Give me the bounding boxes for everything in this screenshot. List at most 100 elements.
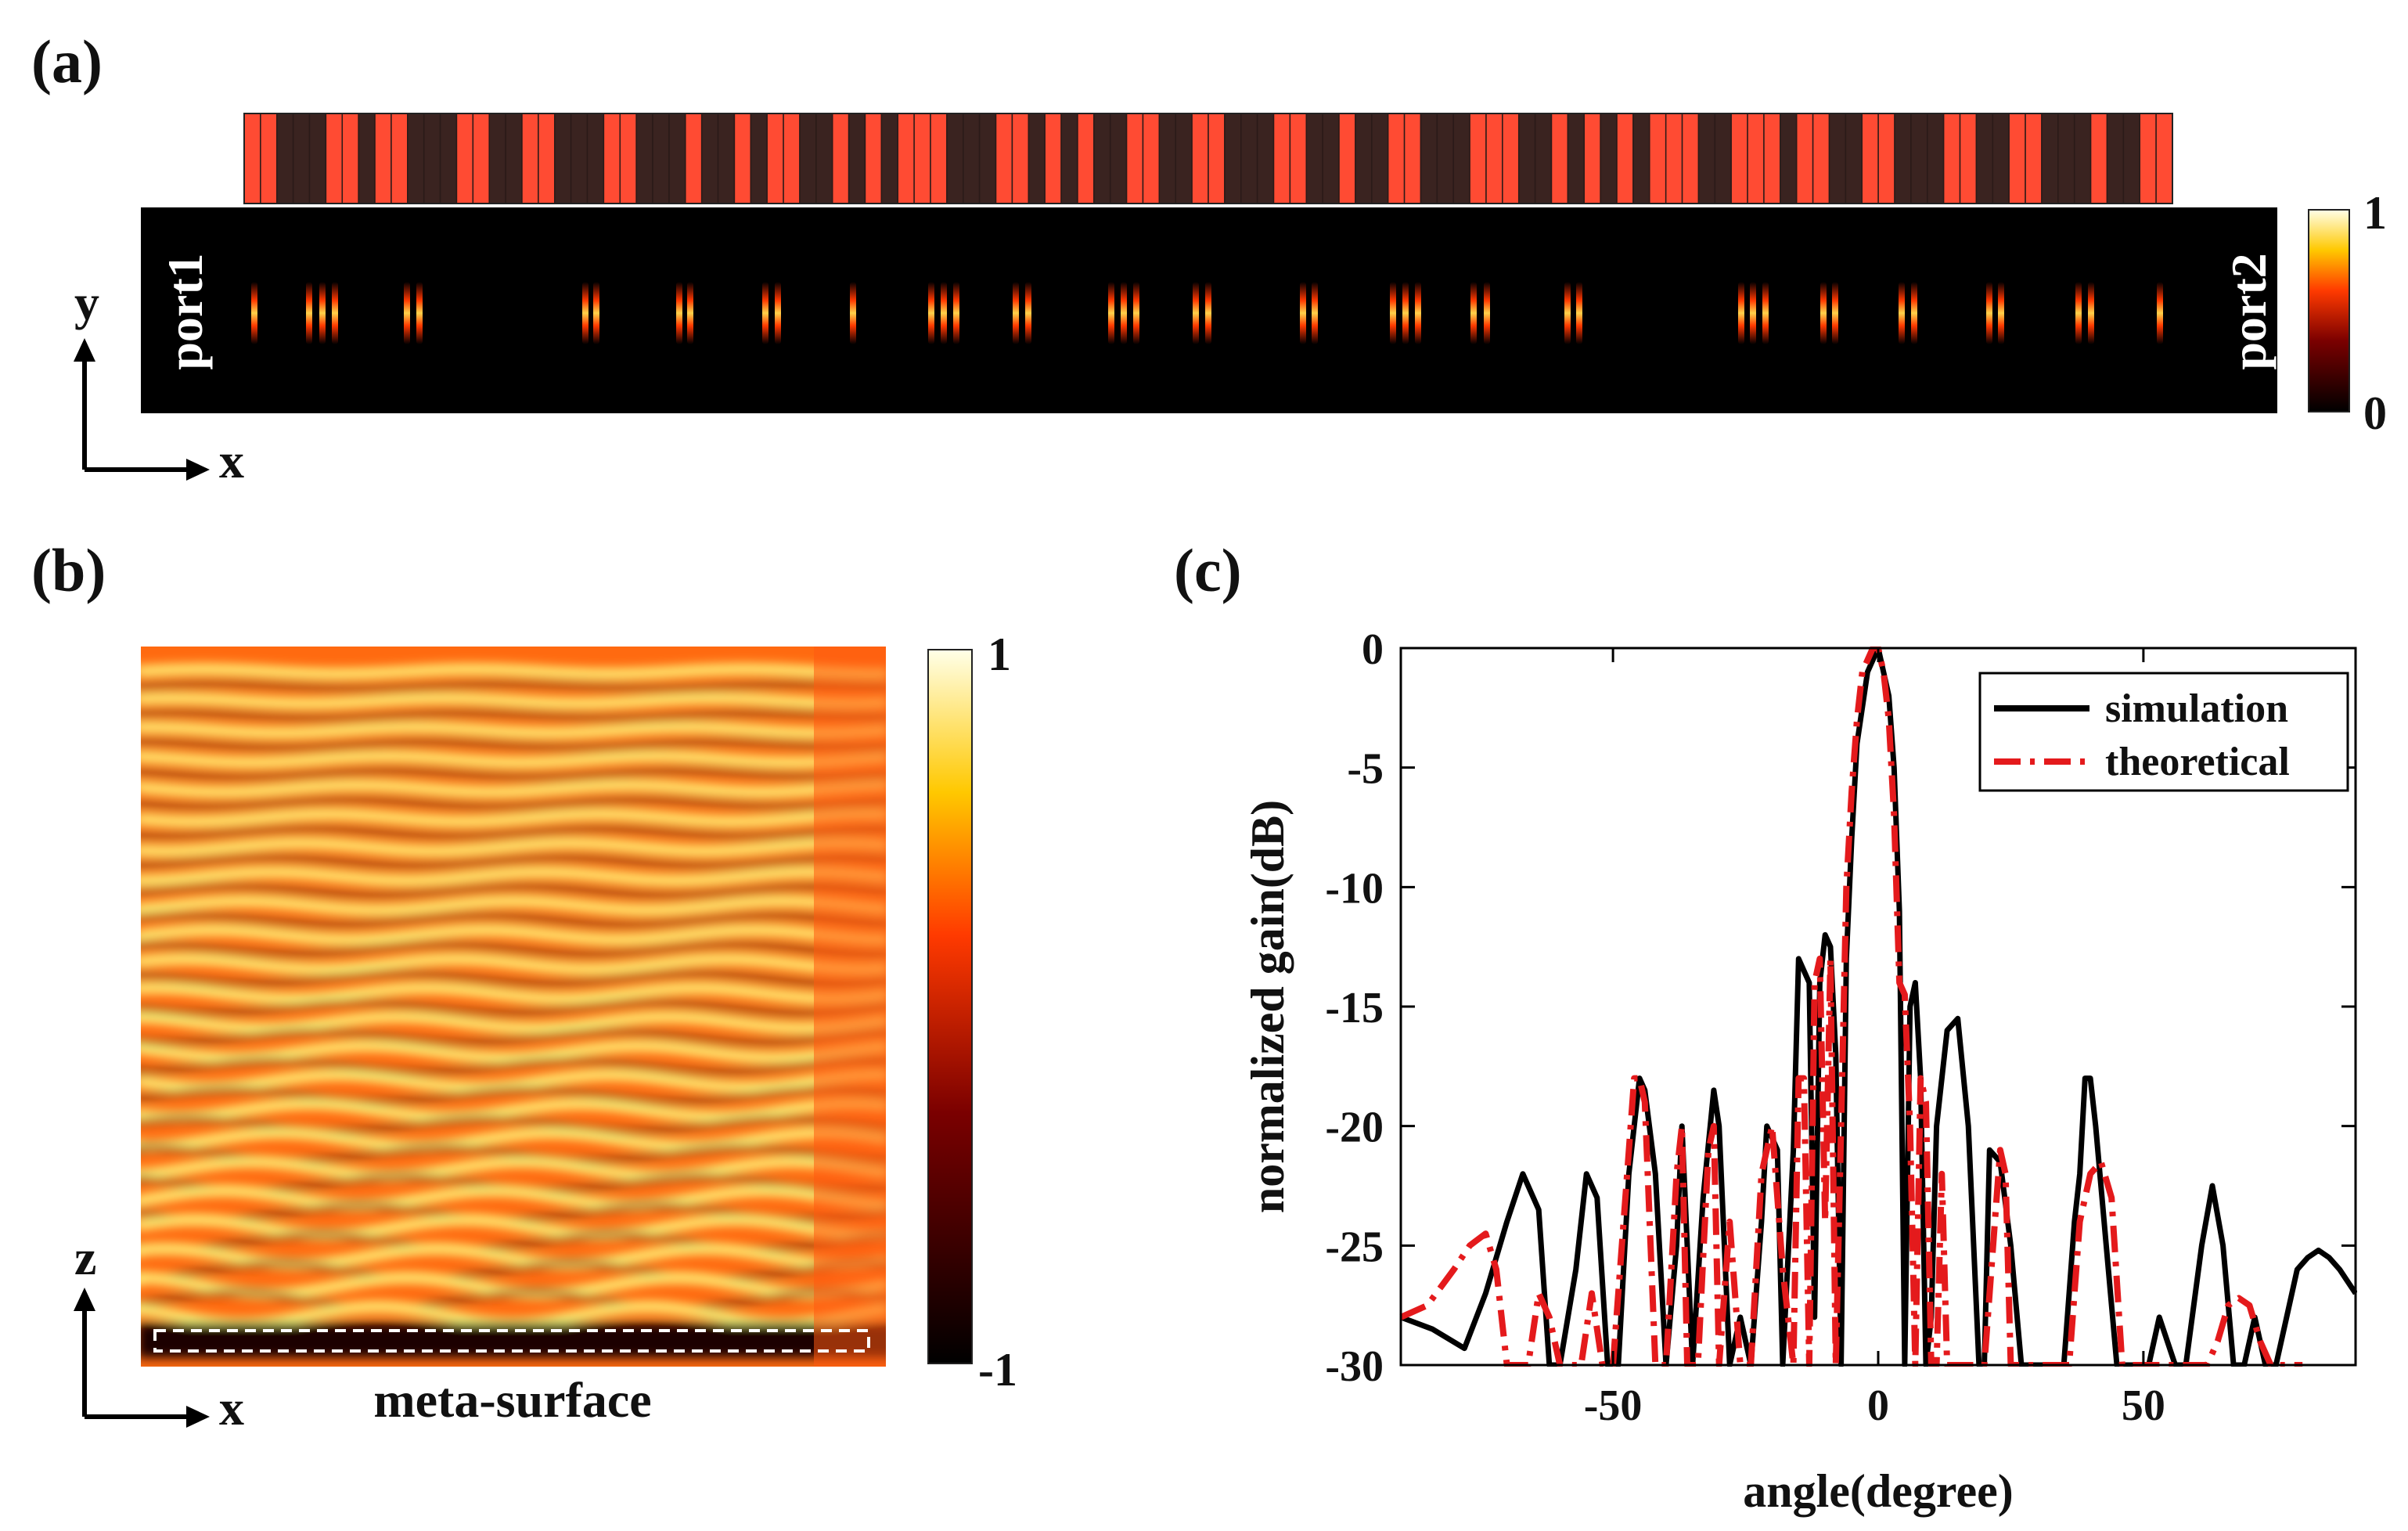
y-axis-label: normalized gain(dB): [1242, 800, 1294, 1213]
wave-band-bright: [141, 751, 886, 768]
coding-cell: [1894, 113, 1912, 204]
legend-label: simulation: [2105, 686, 2288, 731]
coding-cell: [2089, 113, 2108, 204]
wave-band-bright: [141, 809, 886, 827]
coding-cell: [831, 113, 850, 204]
field-peak: [1986, 282, 1992, 344]
axes-arrows-b: [74, 1288, 210, 1428]
coding-sequence-strip: [243, 113, 2173, 204]
field-peak: [687, 282, 693, 344]
field-peak: [1911, 282, 1917, 344]
field-peak: [928, 282, 934, 344]
coding-cell: [1845, 113, 1863, 204]
coding-cell: [1730, 113, 1748, 204]
coding-cell: [1175, 113, 1193, 204]
coding-cell: [407, 113, 425, 204]
coding-cell: [1289, 113, 1308, 204]
metasurface-field: [141, 1323, 886, 1358]
field-peak: [676, 282, 682, 344]
field-peak: [1013, 282, 1019, 344]
y-tick-label: -30: [1325, 1342, 1384, 1391]
field-peak: [850, 282, 856, 344]
coding-cell: [750, 113, 768, 204]
wave-band-dark: [141, 913, 886, 928]
field-peak: [1564, 282, 1571, 344]
x-tick-label: 0: [1867, 1382, 1889, 1430]
wave-band-bright: [141, 1156, 886, 1181]
series-theoretical: [1399, 647, 2303, 1367]
colorbar-b: [927, 649, 973, 1364]
coding-cell: [1714, 113, 1732, 204]
field-peak: [416, 282, 423, 344]
coding-cell: [1452, 113, 1470, 204]
wave-band-bright: [141, 866, 886, 886]
wave-band-dark: [141, 739, 886, 751]
coding-cell: [472, 113, 490, 204]
field-peak: [1402, 282, 1409, 344]
coding-cell: [1077, 113, 1095, 204]
y-tick-label: 0: [1362, 625, 1384, 674]
coding-cell: [1780, 113, 1798, 204]
coding-cell: [1485, 113, 1503, 204]
coding-cell: [1060, 113, 1078, 204]
field-peak: [2075, 282, 2082, 344]
colorbar-a-max: 1: [2363, 187, 2387, 239]
coding-cell: [1420, 113, 1438, 204]
coding-cell: [1469, 113, 1487, 204]
coding-cell: [1338, 113, 1356, 204]
coding-cell: [538, 113, 556, 204]
coding-cell: [880, 113, 899, 204]
coding-cell: [1208, 113, 1226, 204]
coding-cell: [2057, 113, 2075, 204]
field-peak: [775, 282, 781, 344]
wave-band-bright: [141, 924, 886, 945]
field-peak: [332, 282, 338, 344]
coding-cell: [1910, 113, 1928, 204]
field-peak: [1312, 282, 1318, 344]
coding-cell: [341, 113, 359, 204]
coding-cell: [603, 113, 621, 204]
coding-cell: [2106, 113, 2125, 204]
coding-cell: [260, 113, 278, 204]
coding-cell: [635, 113, 653, 204]
y-tick-label: -15: [1325, 984, 1384, 1032]
colorbar-a: [2308, 209, 2350, 412]
coding-cell: [848, 113, 866, 204]
coding-cell: [1436, 113, 1454, 204]
coding-cell: [2122, 113, 2140, 204]
field-peak: [1576, 282, 1582, 344]
field-peak: [1998, 282, 2004, 344]
coding-cell: [1992, 113, 2010, 204]
field-peak: [1484, 282, 1490, 344]
coding-cell: [292, 113, 311, 204]
axis-z-label: z: [74, 1230, 96, 1285]
field-peak: [1750, 282, 1756, 344]
field-peak: [1025, 282, 1031, 344]
field-peak: [1820, 282, 1827, 344]
coding-cell: [1125, 113, 1144, 204]
coding-cell: [2139, 113, 2157, 204]
field-peak: [593, 282, 599, 344]
coding-cell: [1861, 113, 1879, 204]
y-tick-label: -20: [1325, 1104, 1384, 1152]
wave-band-dark: [141, 1028, 886, 1046]
field-peak: [404, 282, 410, 344]
wave-band-dark: [141, 1057, 886, 1075]
coding-cell: [1387, 113, 1406, 204]
field-peak: [1832, 282, 1838, 344]
wave-band-bright: [141, 982, 886, 1004]
field-peak: [1121, 282, 1127, 344]
gain-chart: 0 -5 -10 -15 -20 -25 -30 -50 0 50 angle(degree) nor…: [1242, 625, 2357, 1517]
coding-cell: [1747, 113, 1765, 204]
wave-band-bright: [141, 780, 886, 798]
coding-cell: [1158, 113, 1176, 204]
coding-cell: [488, 113, 506, 204]
coding-cell: [1224, 113, 1242, 204]
wave-band-bright: [141, 838, 886, 856]
coding-cell: [1305, 113, 1323, 204]
field-peak: [582, 282, 589, 344]
coding-cell: [1583, 113, 1601, 204]
field-peak: [762, 282, 768, 344]
field-peak: [1300, 282, 1306, 344]
